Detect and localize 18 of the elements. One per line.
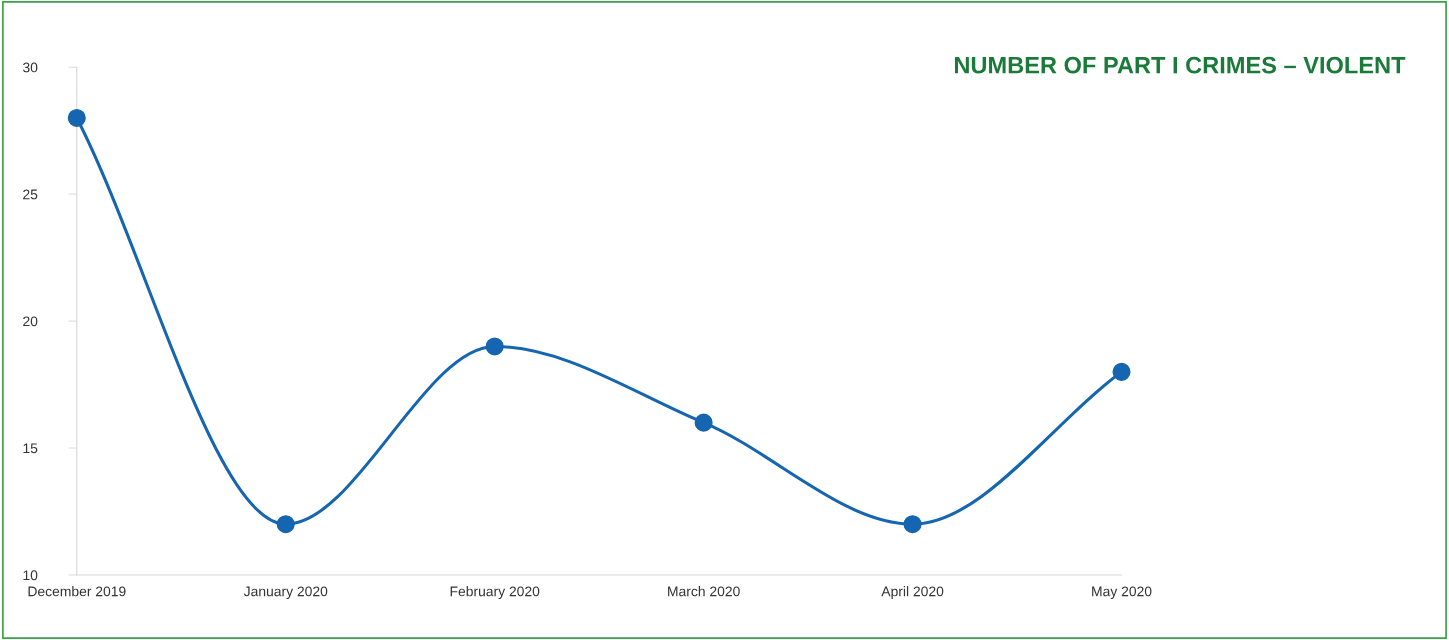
point [67, 108, 86, 128]
text: NUMBER OF PART I CRIMES – VIOLENT [954, 56, 1406, 74]
y-tick-label: 20 [23, 316, 38, 327]
point [694, 413, 713, 432]
x-tick-label: December 2019 [28, 586, 126, 597]
point [485, 337, 504, 356]
x-tick-label: February 2020 [450, 586, 540, 600]
x-tick-label: May 2020 [1092, 586, 1152, 600]
y-tick-label: 25 [23, 189, 38, 200]
x-tick-label: April 2020 [881, 586, 944, 600]
point [1112, 362, 1131, 381]
x-tick-label: January 2020 [243, 586, 328, 600]
point [903, 515, 922, 534]
point [276, 515, 295, 534]
x-tick-label: March 2020 [668, 586, 740, 597]
y-tick-label: 15 [23, 443, 38, 454]
y-tick-label: 30 [22, 62, 38, 73]
y-tick-label: 10 [23, 570, 38, 581]
